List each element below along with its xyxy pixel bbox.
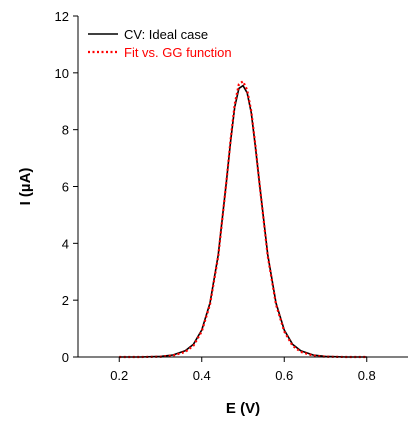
y-tick-label: 12 xyxy=(55,9,69,24)
x-tick-label: 0.4 xyxy=(193,368,211,383)
y-tick-label: 10 xyxy=(55,66,69,81)
y-tick-label: 2 xyxy=(62,293,69,308)
series-line-2 xyxy=(119,80,367,359)
legend: CV: Ideal case Fit vs. GG function xyxy=(88,27,232,60)
series-layer xyxy=(119,80,367,359)
axes-layer: 0.2 0.4 0.6 0.8 0 2 4 6 8 10 12 xyxy=(55,9,408,383)
y-tick-label: 0 xyxy=(62,350,69,365)
x-tick-label: 0.8 xyxy=(358,368,376,383)
x-axis-label: E (V) xyxy=(226,400,260,417)
x-tick-label: 0.2 xyxy=(110,368,128,383)
legend-label-1: CV: Ideal case xyxy=(124,27,208,42)
y-axis-label: I (µA) xyxy=(17,168,34,206)
series-line-1 xyxy=(119,84,367,358)
x-tick-label: 0.6 xyxy=(275,368,293,383)
y-tick-label: 4 xyxy=(62,236,69,251)
legend-label-2: Fit vs. GG function xyxy=(124,45,232,60)
y-tick-label: 6 xyxy=(62,180,69,195)
y-tick-label: 8 xyxy=(62,123,69,138)
